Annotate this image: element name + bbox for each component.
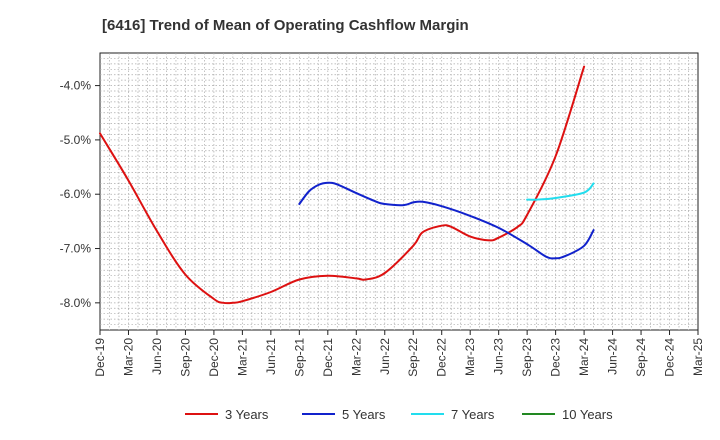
x-tick-label: Mar-23 [463, 338, 477, 376]
x-tick-label: Dec-20 [207, 338, 221, 377]
x-tick-label: Mar-25 [691, 338, 705, 376]
x-tick-label: Jun-23 [492, 338, 506, 375]
y-tick-label: -7.0% [60, 242, 92, 256]
x-tick-label: Jun-24 [606, 338, 620, 375]
y-axis-tick-labels: -4.0% -5.0% -6.0% -7.0% -8.0% [60, 79, 100, 310]
y-tick-label: -4.0% [60, 79, 92, 93]
y-tick-label: -5.0% [60, 133, 92, 147]
x-tick-label: Sep-22 [406, 338, 420, 377]
plot-area [99, 52, 699, 331]
x-tick-label: Mar-22 [349, 338, 363, 376]
x-tick-label: Dec-21 [321, 338, 335, 377]
x-tick-label: Jun-22 [378, 338, 392, 375]
legend: 3 Years 5 Years 7 Years 10 Years [185, 407, 613, 422]
x-tick-label: Jun-21 [264, 338, 278, 375]
x-tick-label: Jun-20 [150, 338, 164, 375]
x-tick-label: Mar-24 [577, 338, 591, 376]
x-tick-label: Dec-19 [93, 338, 107, 377]
x-tick-label: Sep-20 [178, 338, 192, 377]
legend-label-10-years: 10 Years [562, 407, 613, 422]
legend-label-5-years: 5 Years [342, 407, 386, 422]
series-lines [99, 65, 595, 305]
x-tick-label: Dec-24 [663, 338, 677, 377]
y-tick-label: -8.0% [60, 296, 92, 310]
x-tick-label: Mar-21 [235, 338, 249, 376]
x-tick-label: Sep-21 [292, 338, 306, 377]
x-tick-label: Sep-23 [520, 338, 534, 377]
x-tick-label: Dec-22 [435, 338, 449, 377]
legend-label-7-years: 7 Years [451, 407, 495, 422]
series-line-3-years [99, 65, 586, 305]
series-line-7-years [526, 182, 595, 201]
y-tick-label: -6.0% [60, 187, 92, 201]
x-tick-label: Dec-23 [549, 338, 563, 377]
series-line-5-years [298, 181, 595, 260]
legend-label-3-years: 3 Years [225, 407, 269, 422]
x-tick-label: Mar-20 [121, 338, 135, 376]
chart-title: [6416] Trend of Mean of Operating Cashfl… [102, 17, 469, 34]
x-tick-label: Sep-24 [634, 338, 648, 377]
x-axis-tick-labels: Dec-19 Mar-20 Jun-20 Sep-20 Dec-20 Mar-21 Jun-… [93, 330, 705, 377]
